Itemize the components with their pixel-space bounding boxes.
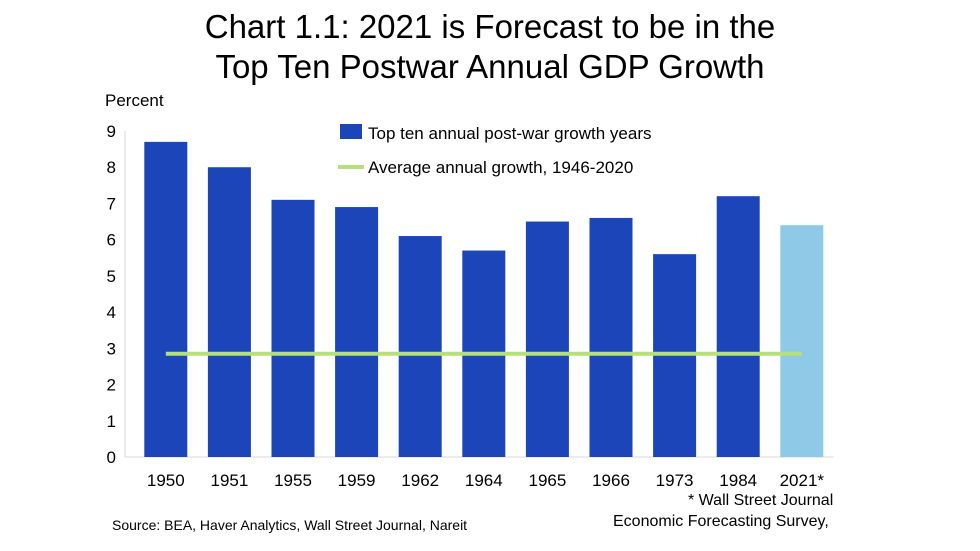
y-tick-label: 3 xyxy=(107,339,116,358)
y-tick-label: 2 xyxy=(107,376,116,395)
x-tick-label: 1962 xyxy=(401,471,439,490)
y-tick-label: 4 xyxy=(107,303,116,322)
footnote-line-1: * Wall Street Journal xyxy=(688,492,834,509)
chart-title-line-2: Top Ten Postwar Annual GDP Growth xyxy=(215,48,765,85)
bar-1955 xyxy=(271,199,315,458)
bar-1951 xyxy=(207,167,251,457)
chart-title-line-1: Chart 1.1: 2021 is Forecast to be in the xyxy=(204,8,776,45)
x-tick-label: 1955 xyxy=(274,471,312,490)
bar-1984 xyxy=(716,196,760,457)
x-tick-label: 1950 xyxy=(147,471,185,490)
bar-1950 xyxy=(144,141,188,457)
y-axis-label: Percent xyxy=(105,91,164,110)
x-tick-label: 1984 xyxy=(719,471,757,490)
y-tick-label: 6 xyxy=(107,231,116,250)
x-tick-label: 1959 xyxy=(338,471,376,490)
x-tick-label: 1965 xyxy=(528,471,566,490)
footnote-line-2: Economic Forecasting Survey, xyxy=(613,513,829,530)
y-tick-label: 1 xyxy=(107,412,116,431)
legend-swatch-bars xyxy=(340,124,362,139)
x-tick-label: 1966 xyxy=(592,471,630,490)
y-tick-label: 8 xyxy=(107,158,116,177)
bar-1965 xyxy=(525,221,569,457)
bar-1966 xyxy=(589,217,633,457)
legend-label-line: Average annual growth, 1946-2020 xyxy=(368,158,633,177)
bar-2021 xyxy=(780,225,824,457)
y-tick-label: 0 xyxy=(107,448,116,467)
bar-1962 xyxy=(398,236,442,457)
x-tick-label: 1964 xyxy=(465,471,503,490)
x-tick-label: 1951 xyxy=(210,471,248,490)
y-tick-label: 9 xyxy=(107,122,116,141)
legend-label-bars: Top ten annual post-war growth years xyxy=(368,124,652,143)
source-note: Source: BEA, Haver Analytics, Wall Stree… xyxy=(112,517,468,533)
y-tick-label: 5 xyxy=(107,267,116,286)
x-tick-label: 2021* xyxy=(780,471,825,490)
y-tick-label: 7 xyxy=(107,194,116,213)
bar-1959 xyxy=(335,207,379,457)
x-tick-label: 1973 xyxy=(656,471,694,490)
